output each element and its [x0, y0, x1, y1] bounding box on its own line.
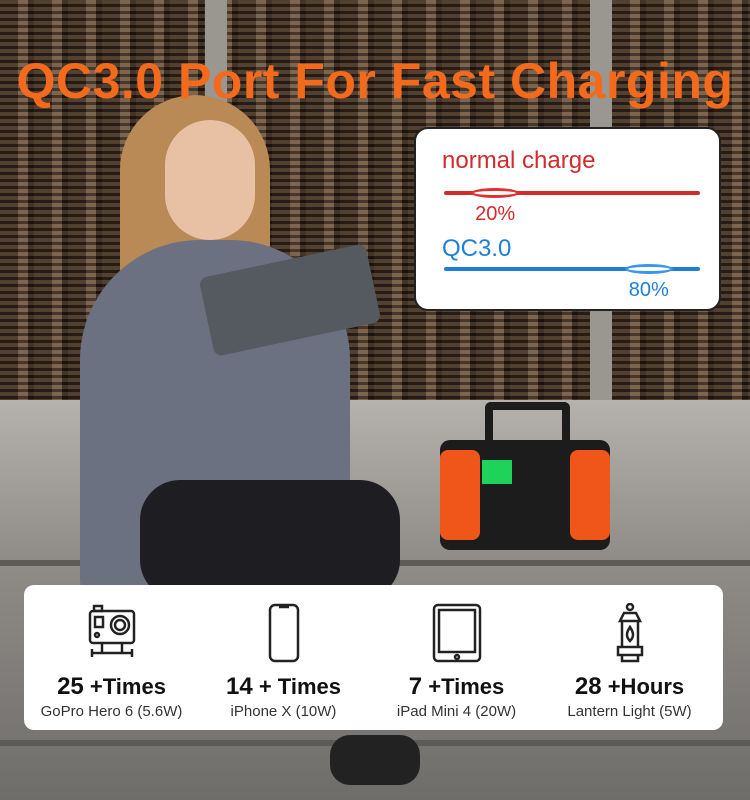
charge-comparison-card: normal charge 20% QC3.0 80% [414, 127, 721, 311]
device-item: 25 +Times GoPro Hero 6 (5.6W) [24, 585, 199, 720]
device-unit: +Times [428, 674, 505, 699]
qc-label: QC3.0 [442, 235, 512, 262]
qc-marker [624, 264, 673, 274]
normal-charge-bar: 20% [444, 188, 700, 225]
device-count: 7 [408, 673, 423, 700]
device-item: 28 +Hours Lantern Light (5W) [542, 585, 717, 720]
device-charge-panel: 25 +Times GoPro Hero 6 (5.6W) 14 + Times… [24, 585, 723, 730]
device-unit: +Hours [607, 674, 685, 699]
woman-face [165, 120, 255, 240]
device-unit: + Times [258, 674, 341, 699]
headline: QC3.0 Port For Fast Charging [16, 53, 734, 109]
gopro-camera-icon [24, 597, 199, 665]
normal-charge-label: normal charge [442, 147, 596, 174]
tablet-icon [369, 597, 544, 665]
device-unit: +Times [89, 674, 166, 699]
device-name: Lantern Light (5W) [567, 703, 692, 720]
device-count: 14 [226, 673, 253, 700]
lcd-screen [482, 460, 512, 484]
normal-charge-marker [471, 188, 520, 198]
lantern-icon [542, 597, 717, 665]
device-item: 14 + Times iPhone X (10W) [196, 585, 371, 720]
device-count: 28 [574, 673, 602, 700]
qc-bar: 80% [444, 264, 700, 301]
device-name: GoPro Hero 6 (5.6W) [40, 703, 183, 720]
device-name: iPad Mini 4 (20W) [396, 703, 517, 720]
smartphone-icon [196, 597, 371, 665]
device-item: 7 +Times iPad Mini 4 (20W) [369, 585, 544, 720]
shoe [330, 735, 420, 785]
power-station [440, 440, 610, 550]
qc-percent: 80% [628, 279, 669, 301]
power-station-handle [485, 402, 570, 447]
device-name: iPhone X (10W) [230, 703, 337, 720]
device-count: 25 [57, 673, 84, 700]
normal-charge-percent: 20% [475, 203, 516, 225]
woman-legs [140, 480, 400, 600]
